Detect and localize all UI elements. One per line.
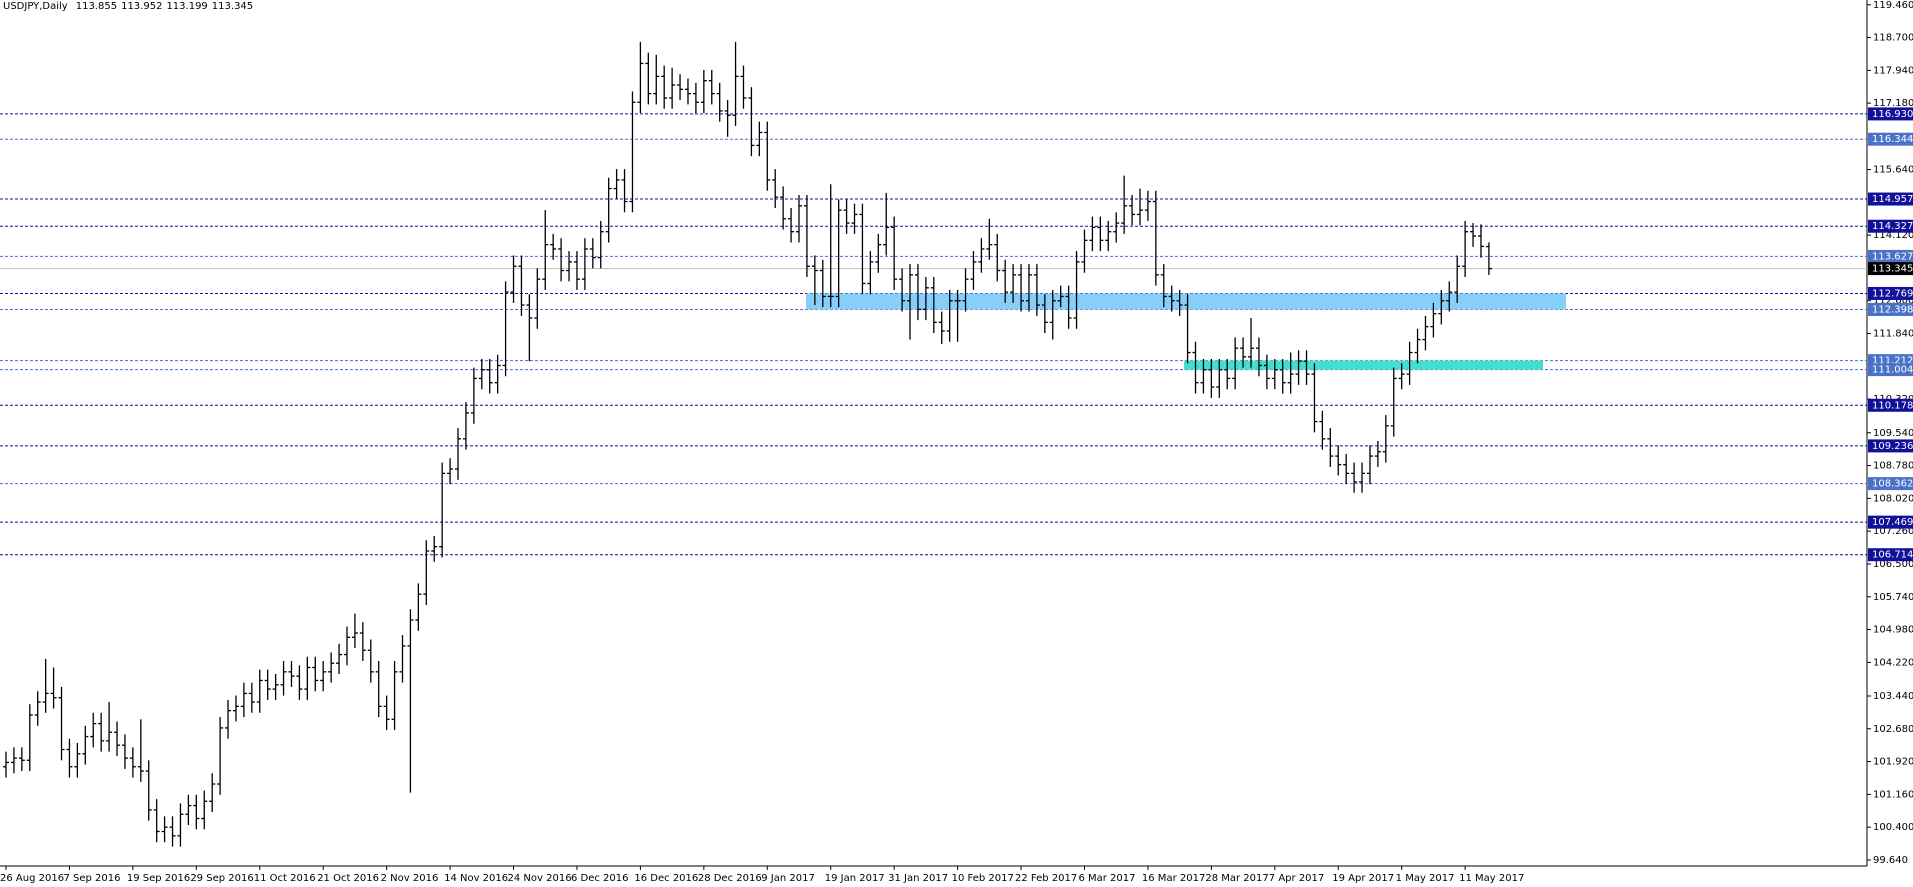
- y-tick-label: 109.540: [1873, 428, 1913, 439]
- y-tick-label: 100.400: [1873, 822, 1913, 833]
- y-tick-label: 103.440: [1873, 691, 1913, 702]
- x-tick-label: 22 Feb 2017: [1015, 873, 1077, 884]
- y-tick-label: 112.600: [1873, 296, 1913, 307]
- zone: [806, 293, 1566, 310]
- x-tick-label: 1 May 2017: [1396, 873, 1455, 884]
- x-tick-label: 6 Mar 2017: [1078, 873, 1135, 884]
- x-tick-label: 28 Dec 2016: [698, 873, 762, 884]
- x-tick-label: 24 Nov 2016: [508, 873, 572, 884]
- level-label: 109.236: [1872, 441, 1913, 452]
- x-tick-label: 7 Apr 2017: [1269, 873, 1324, 884]
- x-tick-label: 21 Oct 2016: [317, 873, 379, 884]
- x-tick-label: 14 Nov 2016: [444, 873, 508, 884]
- y-tick-label: 111.840: [1873, 329, 1913, 340]
- last-open: 113.855: [76, 1, 117, 12]
- level-box: [1868, 439, 1913, 453]
- level-label: 110.178: [1872, 400, 1913, 411]
- level-box: [1868, 398, 1913, 412]
- x-tick-label: 11 May 2017: [1459, 873, 1524, 884]
- level-label: 112.769: [1872, 288, 1913, 299]
- chart-header: USDJPY,Daily 113.855 113.952 113.199 113.345: [3, 1, 253, 12]
- bars-layer: [3, 41, 1492, 847]
- last-high: 113.952: [121, 1, 162, 12]
- y-tick-label: 117.940: [1873, 65, 1913, 76]
- y-tick-label: 104.980: [1873, 625, 1913, 636]
- x-tick-label: 26 Aug 2016: [0, 873, 64, 884]
- y-tick-label: 104.220: [1873, 657, 1913, 668]
- x-tick-label: 19 Jan 2017: [825, 873, 885, 884]
- level-label: 111.212: [1872, 356, 1913, 367]
- level-label: 113.627: [1872, 251, 1913, 262]
- level-label: 107.469: [1872, 517, 1913, 528]
- y-tick-label: 101.160: [1873, 789, 1913, 800]
- level-box: [1868, 548, 1913, 562]
- level-box: [1868, 515, 1913, 529]
- x-tick-label: 29 Sep 2016: [190, 873, 253, 884]
- current-price-label: 113.345: [1872, 264, 1913, 275]
- level-box: [1868, 219, 1913, 233]
- level-box: [1868, 107, 1913, 121]
- y-tick-label: 118.700: [1873, 33, 1913, 44]
- level-box: [1868, 192, 1913, 206]
- level-label: 114.957: [1872, 194, 1913, 205]
- current-price-box: [1868, 262, 1913, 276]
- y-tick-label: 114.120: [1873, 230, 1913, 241]
- y-tick-label: 117.180: [1873, 98, 1913, 109]
- x-tick-label: 31 Jan 2017: [888, 873, 948, 884]
- levels-layer: [0, 113, 1867, 556]
- x-tick-label: 7 Sep 2016: [63, 873, 120, 884]
- y-tick-label: 106.500: [1873, 559, 1913, 570]
- x-tick-label: 19 Sep 2016: [127, 873, 190, 884]
- y-tick-label: 101.920: [1873, 757, 1913, 768]
- x-tick-label: 19 Apr 2017: [1332, 873, 1394, 884]
- x-tick-label: 11 Oct 2016: [254, 873, 316, 884]
- level-box: [1868, 477, 1913, 491]
- zone: [1184, 360, 1543, 370]
- level-label: 108.362: [1872, 479, 1913, 490]
- last-close: 113.345: [212, 1, 253, 12]
- x-tick-label: 16 Mar 2017: [1142, 873, 1205, 884]
- y-tick-label: 102.680: [1873, 724, 1913, 735]
- y-tick-label: 99.640: [1873, 855, 1908, 866]
- last-low: 113.199: [166, 1, 207, 12]
- y-tick-label: 108.780: [1873, 461, 1913, 472]
- level-box: [1868, 302, 1913, 316]
- symbol: USDJPY,Daily: [3, 1, 68, 12]
- level-box: [1868, 132, 1913, 146]
- x-tick-label: 9 Jan 2017: [761, 873, 815, 884]
- x-tick-label: 2 Nov 2016: [381, 873, 439, 884]
- level-label: 111.004: [1872, 365, 1913, 376]
- level-box: [1868, 249, 1913, 263]
- y-tick-label: 107.260: [1873, 526, 1913, 537]
- level-label: 112.398: [1872, 304, 1913, 315]
- level-label: 116.344: [1872, 134, 1913, 145]
- level-label: 106.714: [1872, 550, 1913, 561]
- y-tick-label: 119.460: [1873, 0, 1913, 11]
- level-label: 114.327: [1872, 221, 1913, 232]
- y-tick-label: 105.740: [1873, 592, 1913, 603]
- x-tick-label: 16 Dec 2016: [634, 873, 698, 884]
- level-box: [1868, 363, 1913, 377]
- level-box: [1868, 286, 1913, 300]
- x-tick-label: 10 Feb 2017: [952, 873, 1014, 884]
- x-tick-label: 6 Dec 2016: [571, 873, 629, 884]
- y-tick-label: 115.640: [1873, 165, 1913, 176]
- level-label: 116.930: [1872, 109, 1913, 120]
- y-tick-label: 108.020: [1873, 493, 1913, 504]
- x-tick-label: 28 Mar 2017: [1205, 873, 1268, 884]
